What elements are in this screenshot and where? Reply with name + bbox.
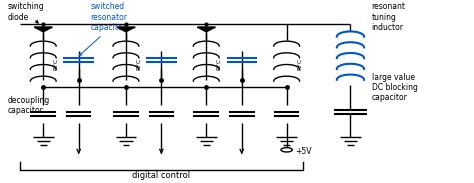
Text: RFC: RFC <box>137 57 141 70</box>
Polygon shape <box>117 27 135 32</box>
Text: RFC: RFC <box>217 57 222 70</box>
Text: digital control: digital control <box>132 171 191 180</box>
Text: switched
resonator
capacitor: switched resonator capacitor <box>91 3 128 32</box>
Polygon shape <box>197 27 215 32</box>
Text: large value
DC blocking
capacitor: large value DC blocking capacitor <box>372 72 418 102</box>
Text: RFC: RFC <box>54 57 59 70</box>
Text: RFC: RFC <box>297 57 302 70</box>
Text: resonant
tuning
inductor: resonant tuning inductor <box>372 3 406 32</box>
Text: decoupling
capacitor: decoupling capacitor <box>8 96 50 115</box>
Text: +5V: +5V <box>295 147 311 156</box>
Text: switching
diode: switching diode <box>8 3 45 22</box>
Polygon shape <box>34 27 52 32</box>
